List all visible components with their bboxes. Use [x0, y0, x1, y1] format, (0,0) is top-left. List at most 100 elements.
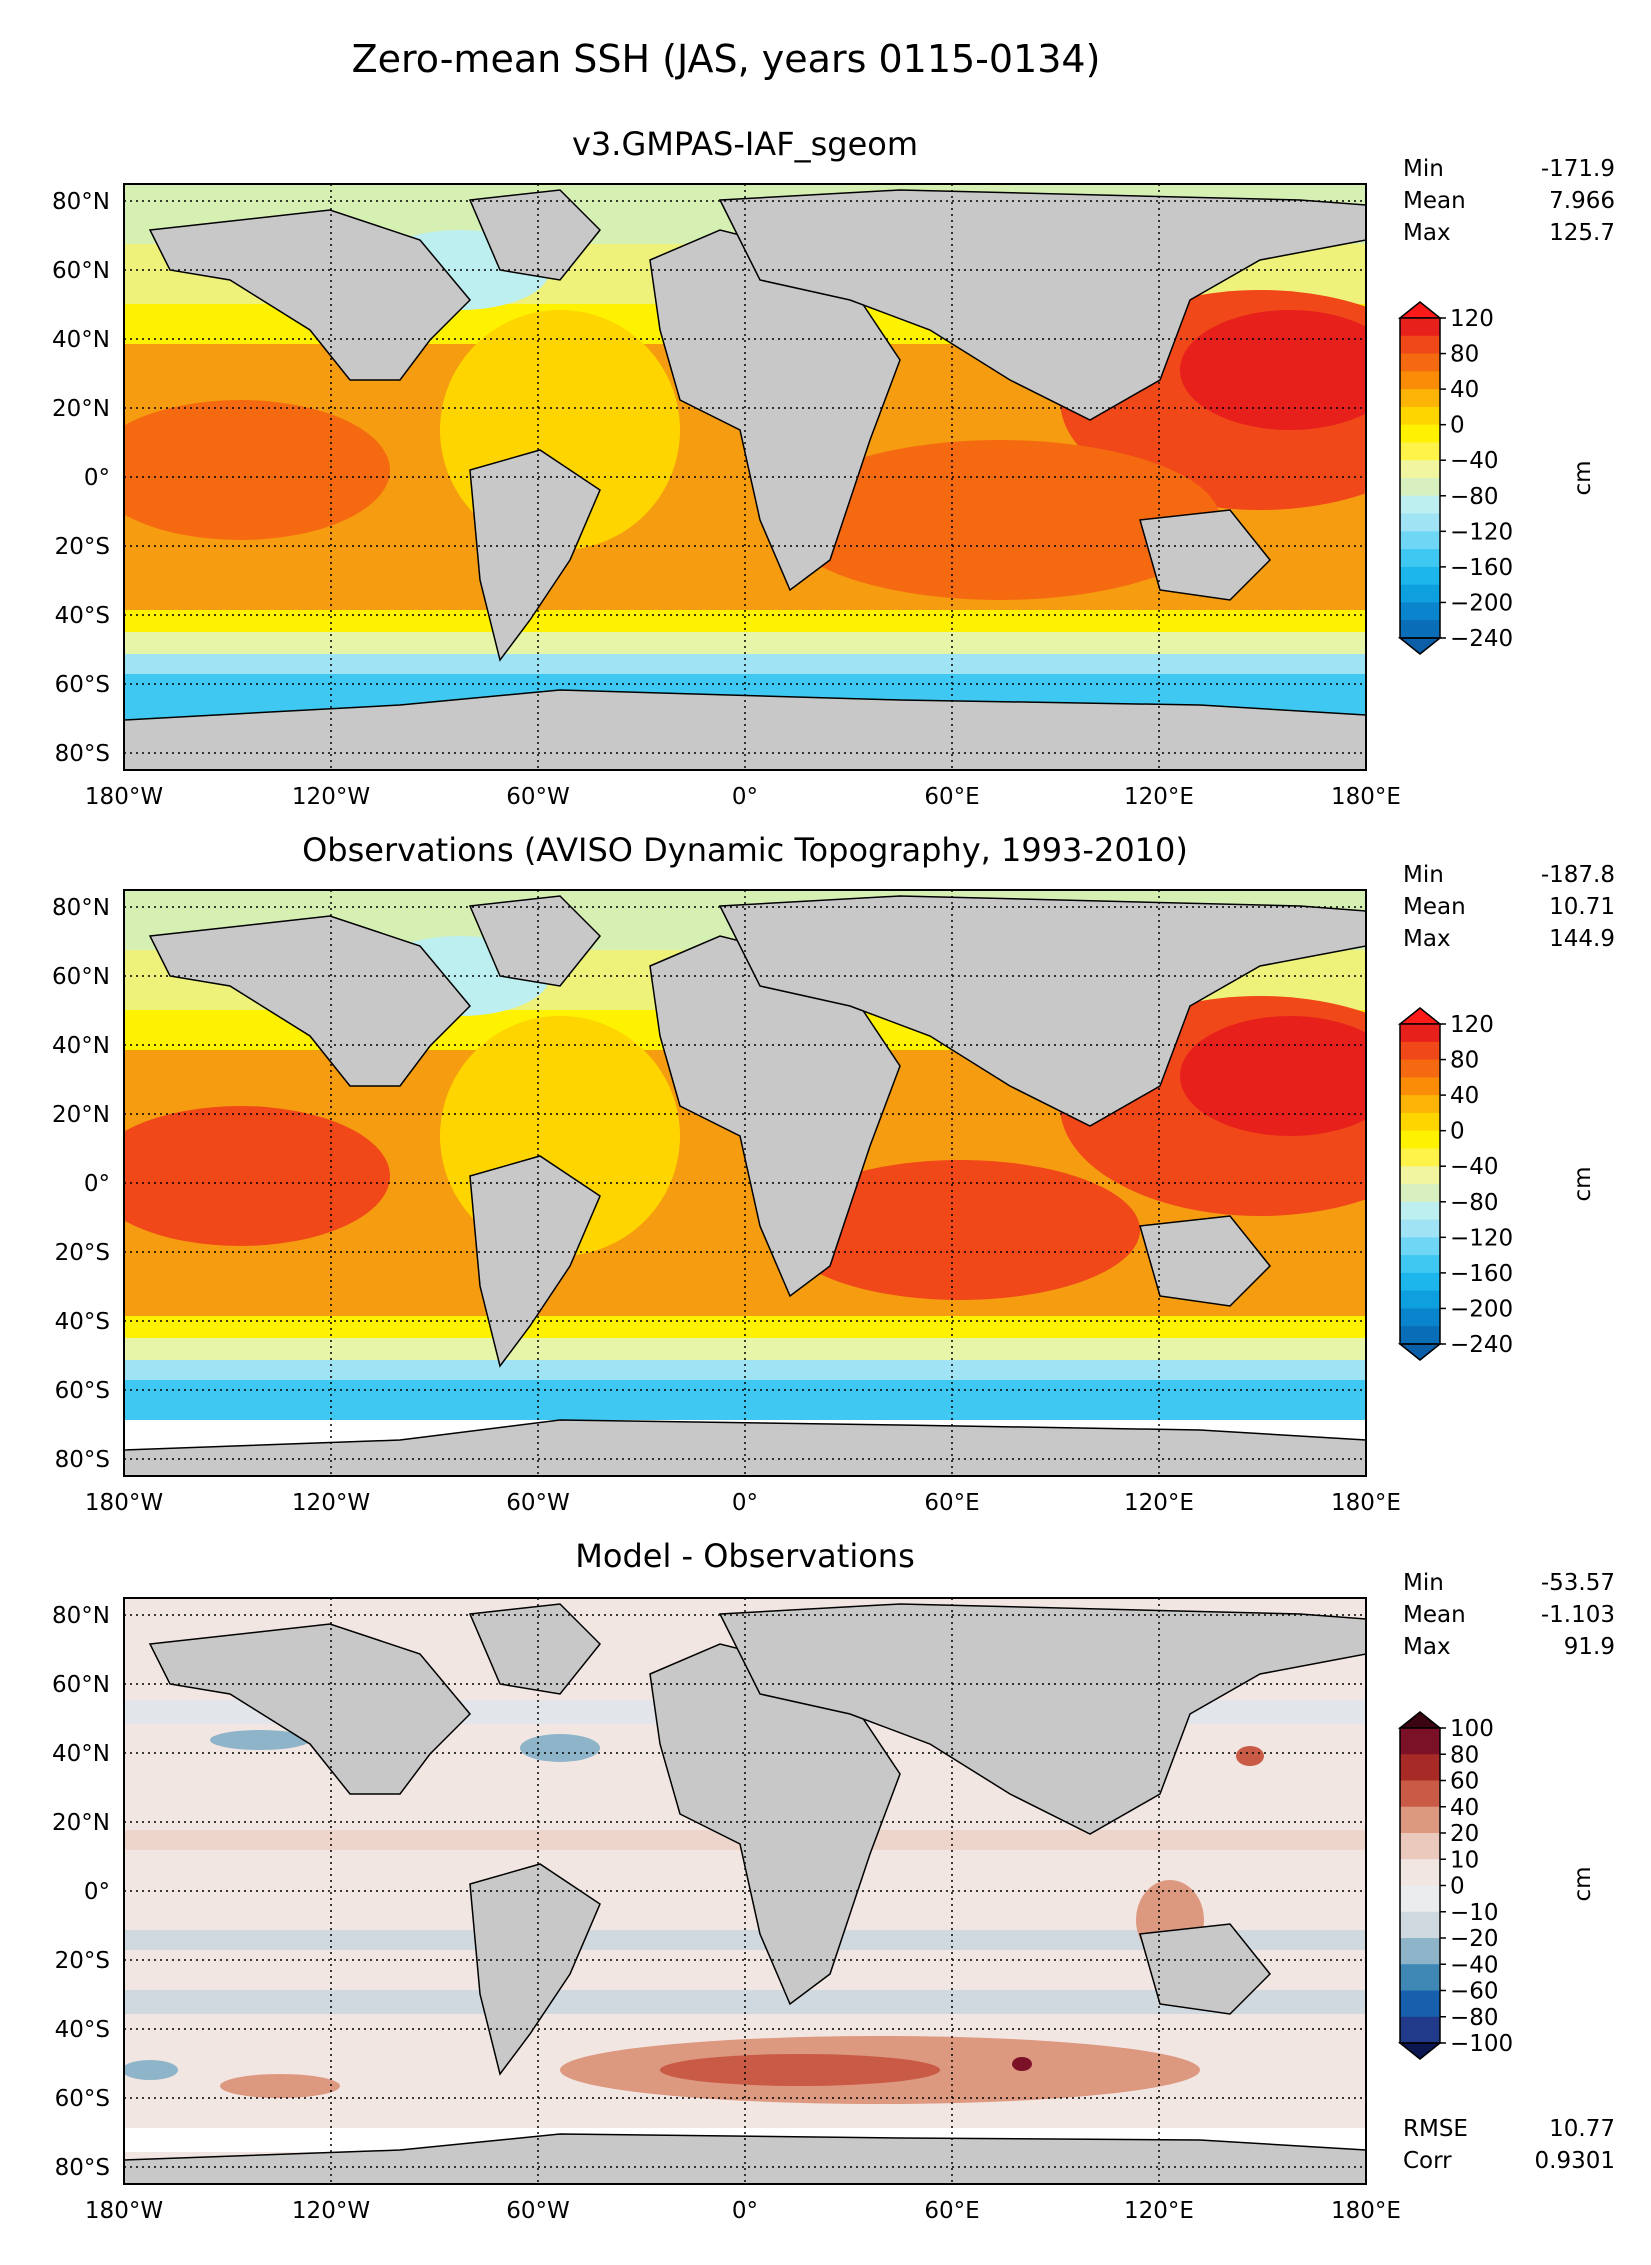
- colorbar-segment: [1400, 1130, 1440, 1150]
- colorbar-tick-label: −20: [1450, 1926, 1499, 1952]
- colorbar-tick-label: −80: [1450, 1190, 1499, 1216]
- colorbar-tick-label: 80: [1450, 1742, 1479, 1768]
- colorbar: 120 80 40 0 −40 −80 −120 −160 −200 −240: [1397, 1007, 1513, 1361]
- colorbar-segment: [1400, 1255, 1440, 1274]
- stat-value: 10.77: [1549, 2116, 1615, 2142]
- colorbar-segment: [1400, 1148, 1440, 1167]
- stat-value: 91.9: [1564, 1634, 1615, 1660]
- colorbar-extend-under: [1397, 1343, 1443, 1361]
- x-tick-label: 120°W: [292, 1490, 370, 1516]
- colorbar-tick-label: −120: [1450, 519, 1513, 545]
- colorbar-tick-label: 80: [1450, 1048, 1479, 1074]
- x-tick-label: 180°W: [85, 1490, 163, 1516]
- colorbar-frame: [1399, 317, 1441, 639]
- stat-label: Mean: [1403, 188, 1466, 214]
- y-tick-label: 40°N: [52, 1033, 110, 1059]
- colorbar-segment: [1400, 531, 1440, 550]
- colorbar-segment: [1400, 1326, 1440, 1345]
- x-tick-label: 60°E: [924, 1490, 979, 1516]
- colorbar-tick-label: 60: [1450, 1769, 1479, 1795]
- x-tick-label: 180°W: [85, 784, 163, 810]
- x-tick-label: 120°E: [1124, 1490, 1194, 1516]
- colorbar-segment: [1400, 1077, 1440, 1096]
- y-tick-label: 40°N: [52, 327, 110, 353]
- stat-value: 144.9: [1549, 926, 1615, 952]
- y-tick-label: 80°S: [55, 1447, 110, 1473]
- colorbar-segment: [1400, 1833, 1440, 1860]
- x-tick-label: 180°W: [85, 2198, 163, 2224]
- plot-frame: [123, 1597, 1367, 2185]
- colorbar-tick-label: 120: [1450, 1012, 1494, 1038]
- plot-frame: [123, 889, 1367, 1477]
- y-tick-label: 40°N: [52, 1741, 110, 1767]
- y-tick-label: 80°S: [55, 741, 110, 767]
- colorbar-tick-label: −10: [1450, 1900, 1499, 1926]
- colorbar-segment: [1400, 495, 1440, 515]
- stat-value: -53.57: [1541, 1570, 1615, 1596]
- stat-label: Corr: [1403, 2148, 1452, 2174]
- colorbar-segment: [1400, 1112, 1440, 1132]
- x-tick-label: 120°W: [292, 784, 370, 810]
- gridlines: [124, 890, 1366, 1476]
- stat-value: -1.103: [1541, 1602, 1615, 1628]
- stat-value: 7.966: [1549, 188, 1615, 214]
- colorbar-segment: [1400, 478, 1440, 497]
- error-stats: RMSE 10.77 Corr 0.9301: [1403, 2116, 1615, 2174]
- x-tick-label: 120°E: [1124, 2198, 1194, 2224]
- colorbar-frame: [1399, 1023, 1441, 1345]
- colorbar-tick-label: 0: [1450, 1119, 1465, 1145]
- colorbar: 120 80 40 0 −40 −80 −120 −160 −200 −240: [1397, 301, 1513, 655]
- y-tick-label: 20°N: [52, 1810, 110, 1836]
- x-axis: 180°W 120°W 60°W 0° 60°E 120°E 180°E: [85, 1490, 1401, 1516]
- colorbar-segment: [1400, 1859, 1440, 1887]
- stat-label: RMSE: [1403, 2116, 1468, 2142]
- y-tick-label: 60°N: [52, 1672, 110, 1698]
- x-tick-label: 60°E: [924, 2198, 979, 2224]
- gridlines: [124, 184, 1366, 770]
- ssh-field: [124, 184, 1366, 770]
- stat-value: -187.8: [1541, 862, 1615, 888]
- colorbar-tick-label: −40: [1450, 448, 1499, 474]
- colorbar-extend-over: [1397, 1711, 1443, 1729]
- stat-label: Min: [1403, 1570, 1444, 1596]
- stat-label: Mean: [1403, 1602, 1466, 1628]
- colorbar-segment: [1400, 1184, 1440, 1203]
- colorbar-tick-label: 40: [1450, 1795, 1479, 1821]
- colorbar-segment: [1400, 318, 1440, 337]
- y-tick-label: 20°S: [55, 1948, 110, 1974]
- y-tick-label: 40°S: [55, 603, 110, 629]
- colorbar-segment: [1400, 2016, 1440, 2044]
- panel-difference: Model - Observations: [52, 1537, 1615, 2224]
- y-axis: 80°N 60°N 40°N 20°N 0° 20°S 40°S 60°S 80…: [52, 1603, 110, 2181]
- stat-label: Max: [1403, 1634, 1451, 1660]
- y-tick-label: 0°: [84, 465, 110, 491]
- x-axis: 180°W 120°W 60°W 0° 60°E 120°E 180°E: [85, 784, 1401, 810]
- colorbar-tick-label: −80: [1450, 2005, 1499, 2031]
- panel-title: Observations (AVISO Dynamic Topography, …: [302, 831, 1188, 869]
- colorbar-tick-label: 0: [1450, 413, 1465, 439]
- colorbar-tick-label: 0: [1450, 1874, 1465, 1900]
- x-tick-label: 60°E: [924, 784, 979, 810]
- y-tick-label: 60°N: [52, 258, 110, 284]
- colorbar-segment: [1400, 1219, 1440, 1238]
- x-tick-label: 180°E: [1331, 784, 1401, 810]
- y-tick-label: 20°S: [55, 534, 110, 560]
- y-tick-label: 20°N: [52, 1102, 110, 1128]
- colorbar-extend-over: [1397, 1007, 1443, 1025]
- stat-value: -171.9: [1541, 156, 1615, 182]
- y-tick-label: 40°S: [55, 2017, 110, 2043]
- x-tick-label: 0°: [732, 2198, 758, 2224]
- colorbar-segment: [1400, 1308, 1440, 1327]
- x-axis: 180°W 120°W 60°W 0° 60°E 120°E 180°E: [85, 2198, 1401, 2224]
- stat-label: Min: [1403, 156, 1444, 182]
- x-tick-label: 60°W: [506, 784, 570, 810]
- colorbar-tick-label: −60: [1450, 1979, 1499, 2005]
- colorbar-extend-under: [1397, 2042, 1443, 2060]
- stats-box: Min -171.9 Mean 7.966 Max 125.7: [1403, 156, 1615, 246]
- y-tick-label: 60°S: [55, 672, 110, 698]
- x-tick-label: 0°: [732, 1490, 758, 1516]
- colorbar-unit: cm: [1570, 1166, 1596, 1201]
- colorbar-segment: [1400, 1911, 1440, 1939]
